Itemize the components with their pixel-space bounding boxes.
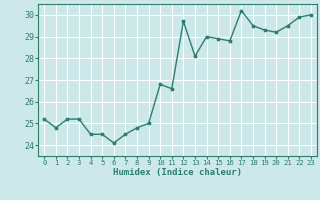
X-axis label: Humidex (Indice chaleur): Humidex (Indice chaleur) xyxy=(113,168,242,177)
